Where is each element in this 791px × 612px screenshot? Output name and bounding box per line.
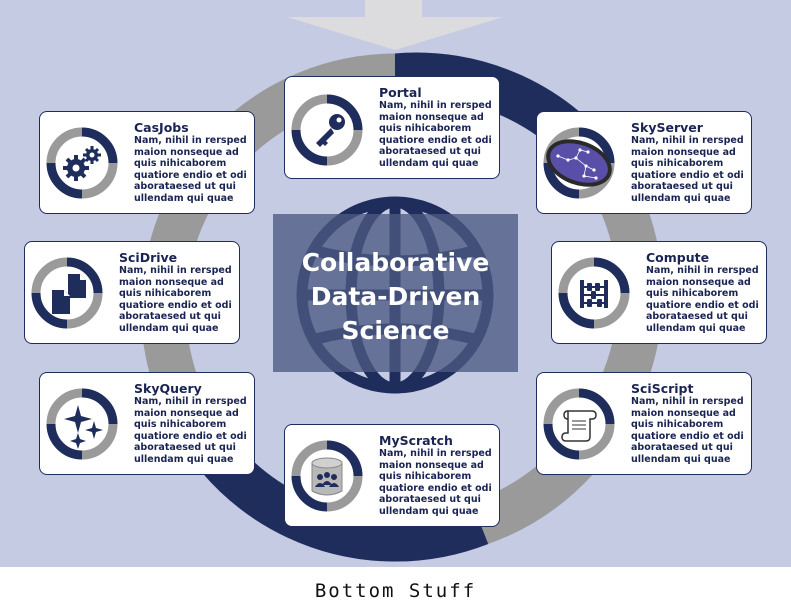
node-description: Nam, nihil in rersped maion nonseque ad …	[631, 396, 744, 465]
node-card-myscratch[interactable]: MyScratch Nam, nihil in rersped maion no…	[284, 424, 500, 527]
node-card-scidrive[interactable]: SciDrive Nam, nihil in rersped maion non…	[24, 241, 240, 344]
database-users-icon	[290, 439, 364, 517]
node-card-compute[interactable]: Compute Nam, nihil in rersped maion nons…	[551, 241, 767, 344]
node-card-portal[interactable]: Portal Nam, nihil in rersped maion nonse…	[284, 76, 500, 179]
gears-icon	[45, 126, 119, 204]
node-icon-casjobs	[45, 126, 119, 200]
abacus-icon	[557, 256, 631, 334]
footer-text: Bottom Stuff	[314, 580, 477, 602]
node-icon-scidrive	[30, 256, 104, 330]
node-description: Nam, nihil in rersped maion nonseque ad …	[631, 135, 744, 204]
scroll-icon	[542, 387, 616, 465]
node-card-skyquery[interactable]: SkyQuery Nam, nihil in rersped maion non…	[39, 372, 255, 475]
node-icon-myscratch	[290, 439, 364, 513]
node-description: Nam, nihil in rersped maion nonseque ad …	[134, 396, 247, 465]
documents-icon	[30, 256, 104, 334]
node-icon-skyquery	[45, 387, 119, 461]
node-title: MyScratch	[379, 433, 453, 448]
node-icon-portal	[290, 93, 364, 167]
node-title: SkyQuery	[134, 381, 202, 396]
node-description: Nam, nihil in rersped maion nonseque ad …	[379, 100, 492, 169]
node-description: Nam, nihil in rersped maion nonseque ad …	[119, 265, 232, 334]
center-title-box	[273, 214, 518, 372]
center-title-line1: Collaborative	[301, 248, 490, 277]
sparkles-icon	[45, 387, 119, 465]
node-description: Nam, nihil in rersped maion nonseque ad …	[646, 265, 759, 334]
node-icon-skyserver	[542, 126, 616, 200]
constellation-icon	[542, 126, 616, 204]
node-title: CasJobs	[134, 120, 189, 135]
center-title: Collaborative Data-Driven Science	[273, 246, 518, 348]
node-title: Compute	[646, 250, 710, 265]
node-title: SkyServer	[631, 120, 703, 135]
node-description: Nam, nihil in rersped maion nonseque ad …	[134, 135, 247, 204]
top-arrow	[287, 0, 503, 50]
center-title-line2: Data-Driven	[310, 282, 481, 311]
node-description: Nam, nihil in rersped maion nonseque ad …	[379, 448, 492, 517]
diagram-canvas: Collaborative Data-Driven Science Portal…	[0, 0, 791, 567]
node-card-skyserver[interactable]: SkyServer Nam, nihil in rersped maion no…	[536, 111, 752, 214]
center-title-line3: Science	[341, 316, 450, 345]
node-icon-compute	[557, 256, 631, 330]
node-card-casjobs[interactable]: CasJobs Nam, nihil in rersped maion nons…	[39, 111, 255, 214]
node-title: SciDrive	[119, 250, 178, 265]
node-card-sciscript[interactable]: SciScript Nam, nihil in rersped maion no…	[536, 372, 752, 475]
node-title: SciScript	[631, 381, 694, 396]
node-title: Portal	[379, 85, 422, 100]
node-icon-sciscript	[542, 387, 616, 461]
key-icon	[290, 93, 364, 171]
